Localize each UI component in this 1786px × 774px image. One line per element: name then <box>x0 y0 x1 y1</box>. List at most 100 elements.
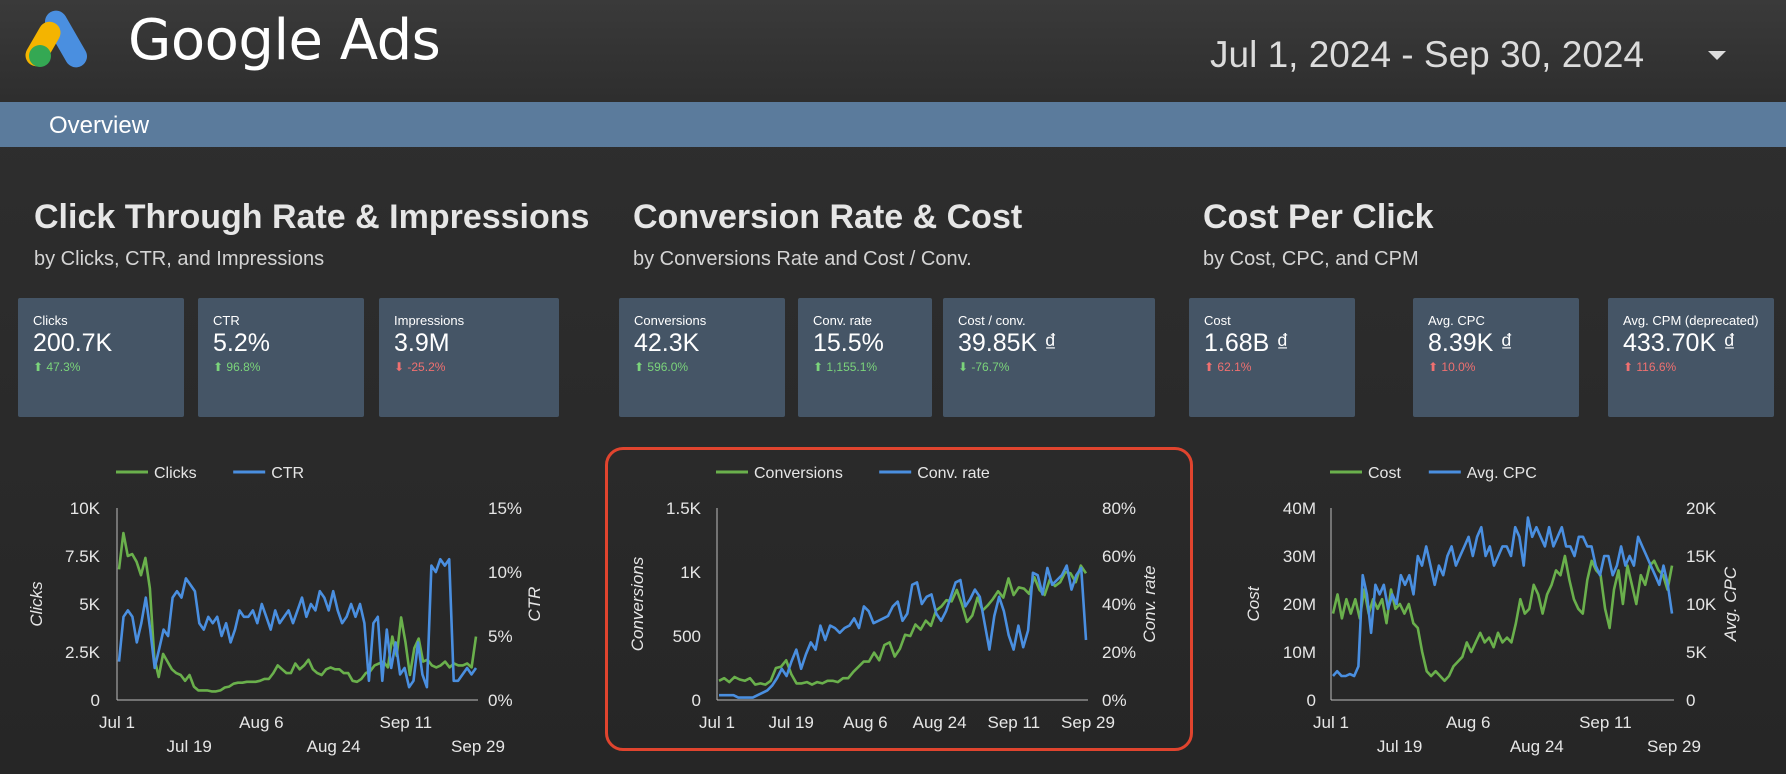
section-subtitle-cpc: by Cost, CPC, and CPM <box>1203 248 1419 270</box>
y-right-axis-title: Avg. CPC <box>1721 566 1740 642</box>
y-right-tick-label: 20K <box>1686 499 1717 518</box>
scorecard[interactable]: Cost 1.68B ₫ ⬆ 62.1% <box>1189 298 1355 417</box>
x-tick-label: Aug 6 <box>1446 713 1490 732</box>
y-right-tick-label: 15% <box>488 499 522 518</box>
y-right-tick-label: 5% <box>488 627 513 646</box>
y-right-tick-label: 80% <box>1102 499 1136 518</box>
scorecard-value: 8.39K ₫ <box>1428 329 1514 357</box>
x-tick-label: Aug 24 <box>1510 737 1564 756</box>
scorecard-value: 3.9M <box>394 329 450 357</box>
scorecard[interactable]: Impressions 3.9M ⬇ -25.2% <box>379 298 559 417</box>
y-right-tick-label: 5K <box>1686 643 1707 662</box>
y-right-tick-label: 15K <box>1686 547 1717 566</box>
y-right-axis-title: Conv. rate <box>1140 565 1159 642</box>
series-line-cost <box>1331 554 1674 683</box>
scorecard-value: 1.68B ₫ <box>1204 329 1290 357</box>
legend-label: Avg. CPC <box>1467 465 1537 482</box>
legend-label: Conv. rate <box>917 465 990 482</box>
scorecard-value: 42.3K <box>634 329 700 357</box>
scorecard-change: ⬆ 116.6% <box>1623 360 1677 374</box>
scorecard[interactable]: Conversions 42.3K ⬆ 596.0% <box>619 298 785 417</box>
y-right-tick-label: 10K <box>1686 595 1717 614</box>
date-range-selector[interactable]: Jul 1, 2024 - Sep 30, 2024 <box>1210 34 1645 75</box>
scorecard-value: 200.7K <box>33 329 113 357</box>
scorecard[interactable]: Avg. CPC 8.39K ₫ ⬆ 10.0% <box>1413 298 1579 417</box>
legend-label: Conversions <box>754 465 843 482</box>
google-ads-logo-icon <box>25 10 87 68</box>
y-right-axis-title: CTR <box>525 587 544 622</box>
brand-title: Google Ads <box>128 8 441 73</box>
y-left-tick-label: 10K <box>70 499 101 518</box>
scorecard-change: ⬇ -25.2% <box>394 360 446 374</box>
scorecard[interactable]: Avg. CPM (deprecated) 433.70K ₫ ⬆ 116.6% <box>1608 298 1774 417</box>
x-tick-label: Jul 19 <box>769 713 814 732</box>
series-line-avg-cpc <box>1332 516 1674 678</box>
x-tick-label: Aug 24 <box>307 737 361 756</box>
series-line-clicks <box>117 531 478 693</box>
section-title-ctr: Click Through Rate & Impressions <box>34 198 590 236</box>
y-left-tick-label: 7.5K <box>65 547 101 566</box>
section-subtitle-ctr: by Clicks, CTR, and Impressions <box>34 248 325 270</box>
x-tick-label: Sep 11 <box>987 713 1040 732</box>
series-line-conv-rate <box>719 564 1088 699</box>
x-tick-label: Sep 29 <box>1647 737 1701 756</box>
y-right-tick-label: 0% <box>1102 691 1127 710</box>
scorecard-label: Impressions <box>394 313 465 328</box>
legend-label: CTR <box>271 465 304 482</box>
series-line-conversions <box>718 564 1088 686</box>
section-title-conversion: Conversion Rate & Cost <box>633 198 1023 236</box>
y-right-tick-label: 40% <box>1102 595 1136 614</box>
y-left-tick-label: 30M <box>1283 547 1316 566</box>
y-left-tick-label: 1K <box>680 563 701 582</box>
y-left-tick-label: 1.5K <box>666 499 702 518</box>
scorecard[interactable]: Conv. rate 15.5% ⬆ 1,155.1% <box>798 298 932 417</box>
x-tick-label: Jul 1 <box>699 713 735 732</box>
section-subtitle-conversion: by Conversions Rate and Cost / Conv. <box>633 248 972 270</box>
y-left-tick-label: 0 <box>692 691 701 710</box>
scorecard-change: ⬆ 10.0% <box>1428 360 1476 374</box>
x-tick-label: Sep 29 <box>451 737 505 756</box>
scorecard-value: 5.2% <box>213 329 270 357</box>
y-right-tick-label: 0 <box>1686 691 1695 710</box>
scorecard-label: Clicks <box>33 313 68 328</box>
x-tick-label: Jul 1 <box>99 713 135 732</box>
x-tick-label: Sep 29 <box>1061 713 1115 732</box>
scorecard-change: ⬆ 47.3% <box>33 360 81 374</box>
y-left-axis-title: Conversions <box>628 556 647 651</box>
scorecard-change: ⬆ 596.0% <box>634 360 689 374</box>
chart-clicks-ctr: Clicks CTR 0 2.5K 5K 7.5K 10K 0% 5% 10% 15% Clicks C… <box>27 465 544 756</box>
overview-tab-bar: Overview <box>0 102 1786 147</box>
section-title-cpc: Cost Per Click <box>1203 198 1434 236</box>
legend-label: Cost <box>1368 465 1401 482</box>
scorecard-label: Avg. CPC <box>1428 313 1485 328</box>
scorecard-label: Cost / conv. <box>958 313 1026 328</box>
scorecard-label: CTR <box>213 313 240 328</box>
y-right-tick-label: 20% <box>1102 643 1136 662</box>
scorecard[interactable]: Clicks 200.7K ⬆ 47.3% <box>18 298 184 417</box>
y-left-tick-label: 0 <box>1307 691 1316 710</box>
scorecard[interactable]: Cost / conv. 39.85K ₫ ⬇ -76.7% <box>943 298 1155 417</box>
scorecard[interactable]: CTR 5.2% ⬆ 96.8% <box>198 298 364 417</box>
scorecard-value: 433.70K ₫ <box>1623 329 1736 357</box>
chevron-down-icon[interactable] <box>1706 48 1728 62</box>
header: Google Ads Jul 1, 2024 - Sep 30, 2024 <box>0 0 1786 102</box>
y-right-tick-label: 0% <box>488 691 513 710</box>
y-left-tick-label: 10M <box>1283 643 1316 662</box>
x-tick-label: Jul 19 <box>1377 737 1422 756</box>
y-left-tick-label: 5K <box>79 595 100 614</box>
x-tick-label: Jul 1 <box>1313 713 1349 732</box>
x-tick-label: Aug 6 <box>239 713 283 732</box>
scorecard-label: Avg. CPM (deprecated) <box>1623 313 1759 328</box>
scorecard-value: 15.5% <box>813 329 884 357</box>
y-left-axis-title: Clicks <box>27 581 46 627</box>
tab-overview[interactable]: Overview <box>49 112 150 139</box>
x-tick-label: Sep 11 <box>379 713 432 732</box>
x-tick-label: Sep 11 <box>1579 713 1632 732</box>
chart-conversions-conv-rate: Conversions Conv. rate 0 500 1K 1.5K 0% 20% 40% 6… <box>628 465 1159 732</box>
y-left-tick-label: 20M <box>1283 595 1316 614</box>
y-left-tick-label: 40M <box>1283 499 1316 518</box>
series-line-ctr <box>117 557 478 689</box>
scorecard-label: Cost <box>1204 313 1231 328</box>
scorecard-change: ⬆ 96.8% <box>213 360 261 374</box>
y-right-tick-label: 60% <box>1102 547 1136 566</box>
